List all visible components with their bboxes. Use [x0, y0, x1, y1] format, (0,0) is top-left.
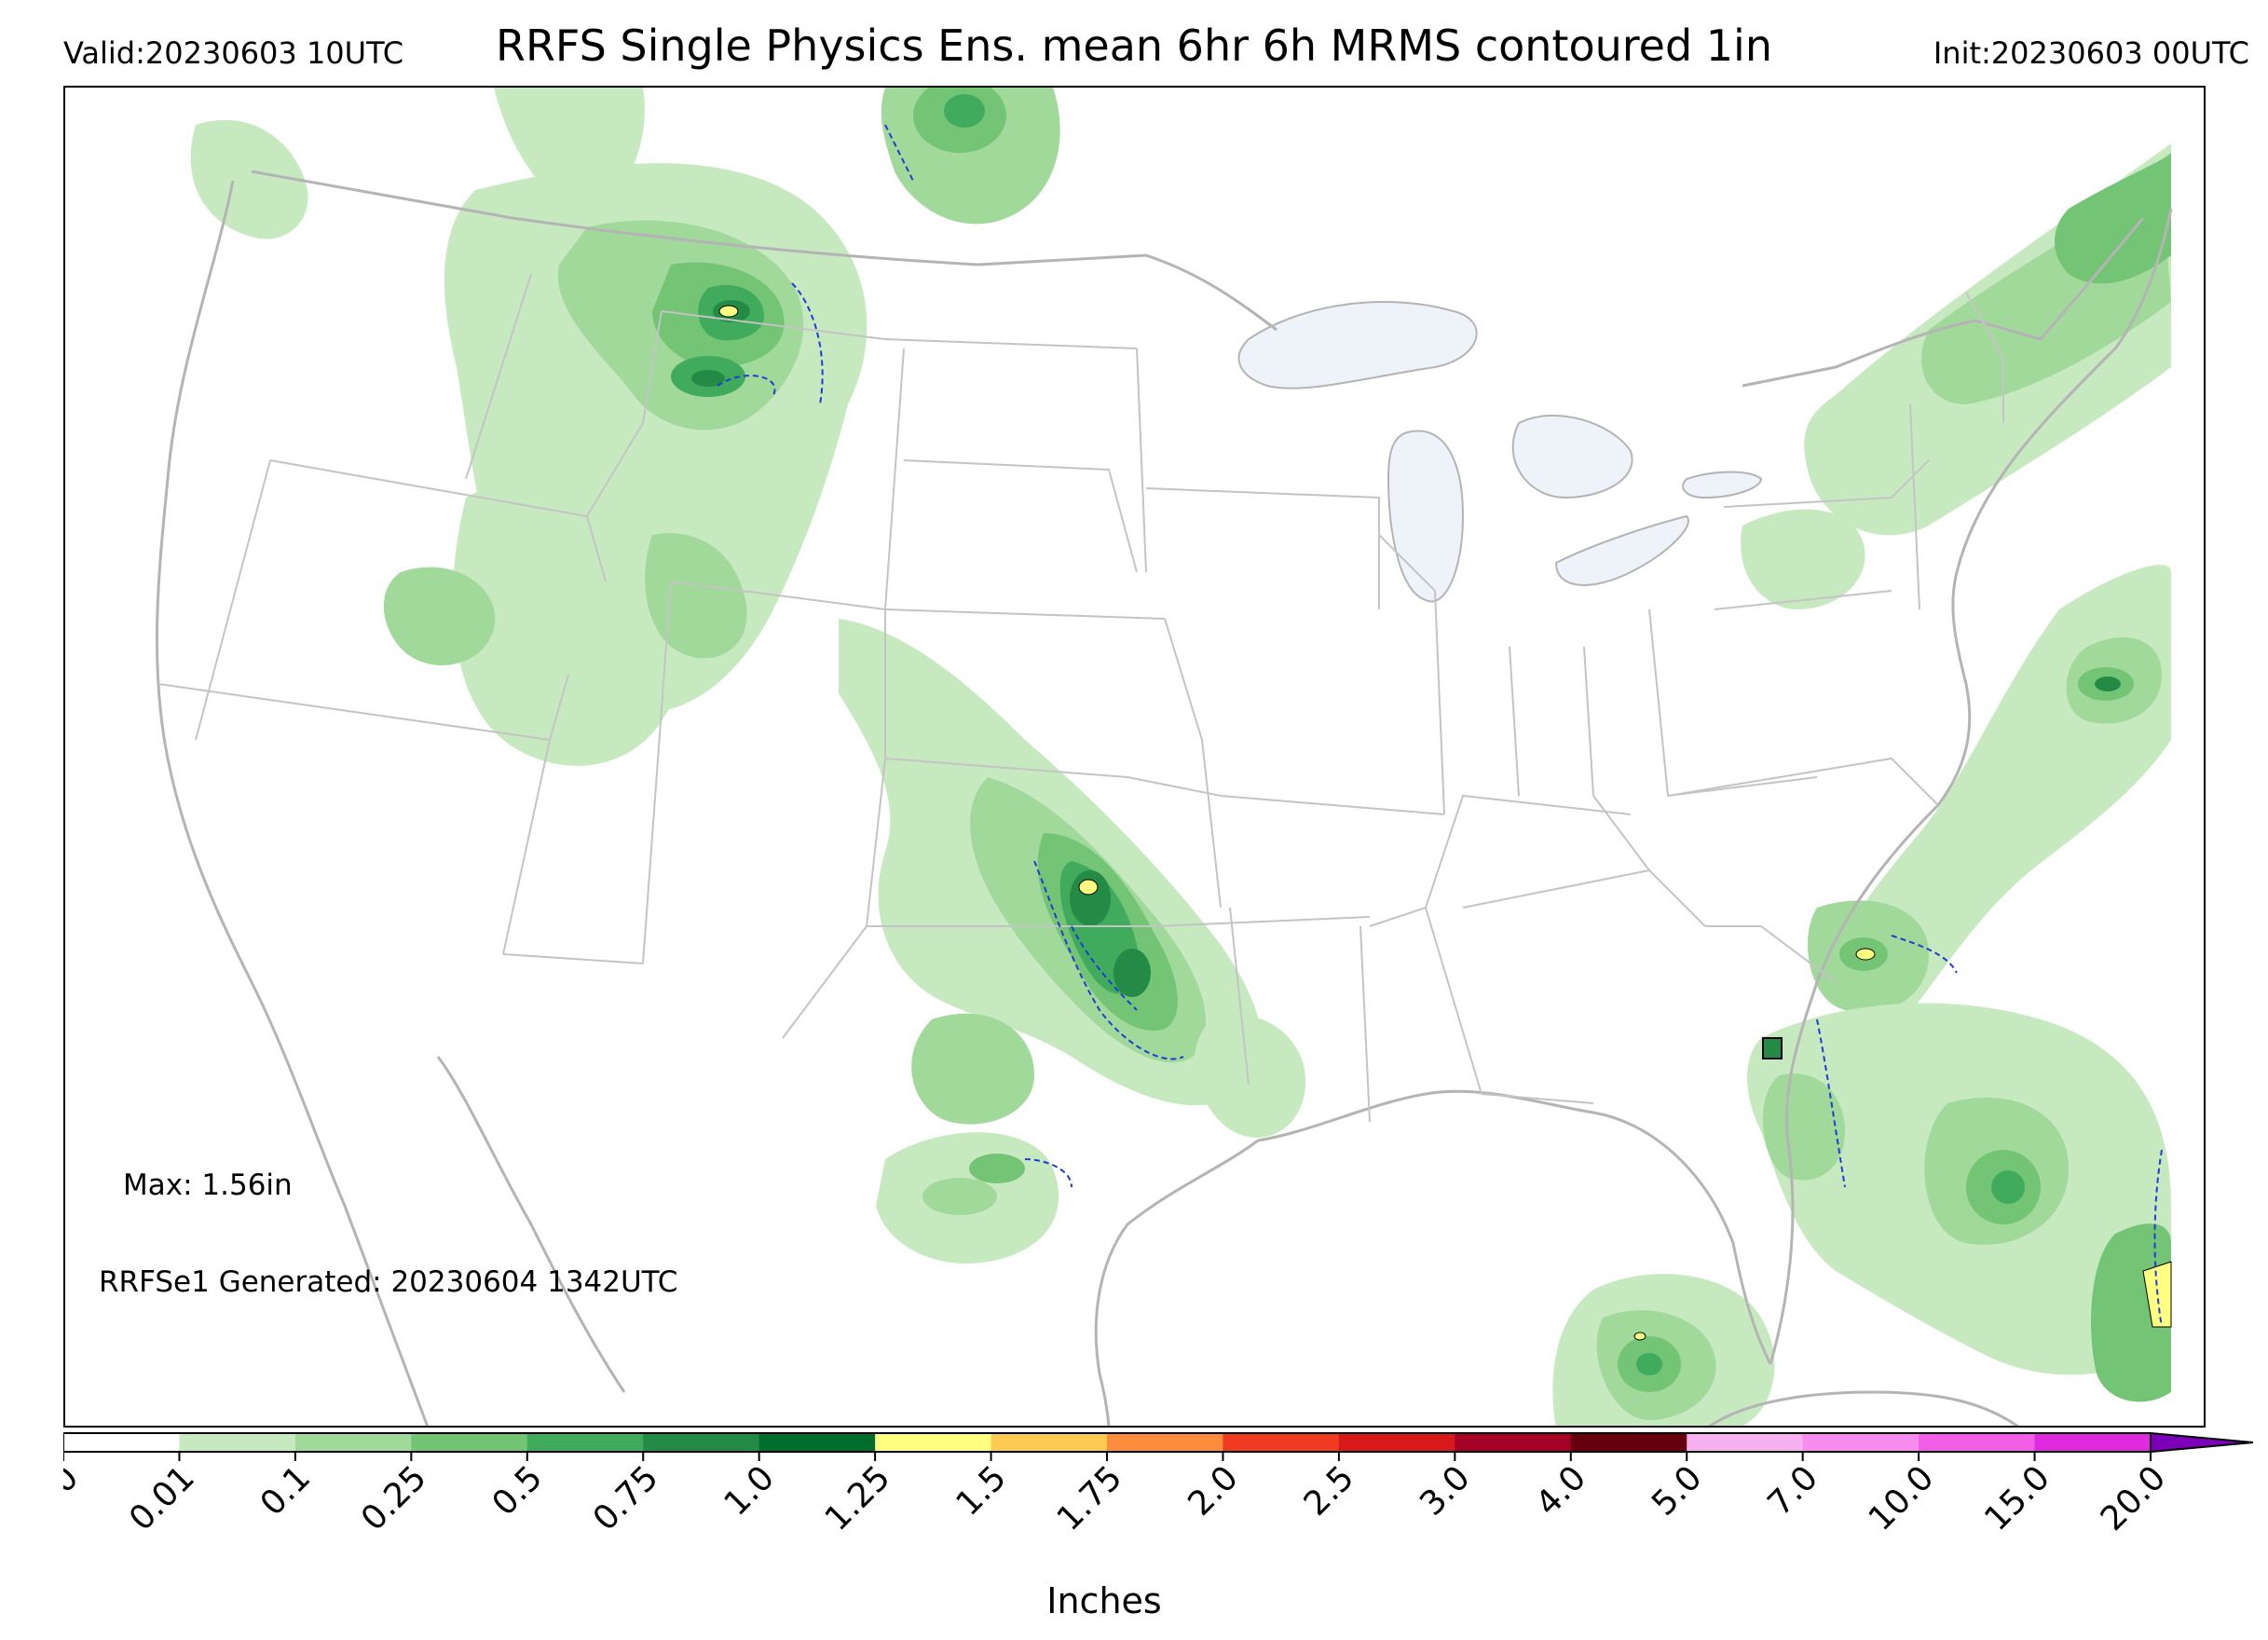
colorbar-tick-label: 1.0 — [717, 1458, 782, 1523]
precip-atlantic — [1808, 565, 2171, 1025]
colorbar-tick-label: 3.0 — [1413, 1458, 1477, 1523]
precip-fields — [190, 88, 2172, 1426]
colorbar-swatch — [1919, 1433, 2036, 1452]
colorbar-tick-label: 1.75 — [1050, 1458, 1130, 1538]
us-canada-border — [251, 170, 1147, 266]
colorbar-swatch — [63, 1433, 180, 1452]
colorbar-swatch — [1223, 1433, 1340, 1452]
lake-michigan — [1387, 430, 1465, 603]
lake-ontario — [1682, 471, 1763, 499]
colorbar-tick-label: 0.5 — [485, 1458, 550, 1523]
precip-southern-plains — [839, 619, 1306, 1138]
colorbar: 0.0 0.01 0.1 0.25 0.5 0.75 1.0 1.25 1.5 1.75 2.0 2.… — [63, 1431, 2254, 1538]
colorbar-tick-label: 2.0 — [1181, 1458, 1245, 1523]
colorbar-swatches — [63, 1431, 2254, 1454]
lake-huron — [1511, 415, 1633, 499]
colorbar-swatch — [1107, 1433, 1223, 1452]
colorbar-tick-label: 0.75 — [586, 1458, 666, 1538]
colorbar-tick-label: 0.25 — [354, 1458, 434, 1538]
map-canvas — [155, 88, 2173, 1426]
colorbar-tick-label: 10.0 — [1862, 1458, 1942, 1538]
colorbar-swatch — [1455, 1433, 1572, 1452]
colorbar-tick-label: 1.25 — [818, 1458, 898, 1538]
precip-northeast — [1741, 144, 2171, 609]
coastlines — [155, 170, 2173, 1426]
colorbar-swatch — [991, 1433, 1108, 1452]
chart-title: RRFS Single Physics Ens. mean 6hr 6h MRM… — [496, 20, 1772, 71]
colorbar-tick-label: 0.01 — [122, 1458, 202, 1538]
precipitation-map[interactable]: Max: 1.56in RRFSe1 Generated: 20230604 1… — [63, 86, 2206, 1428]
init-time-label: Init:20230603 00UTC — [1933, 35, 2249, 71]
valid-time-label: Valid:20230603 10UTC — [63, 35, 404, 71]
precip-southeast — [1552, 1003, 2172, 1426]
colorbar-swatch — [1802, 1433, 1920, 1452]
state-borders — [157, 273, 2004, 1123]
colorbar-swatch — [875, 1433, 992, 1452]
lake-superior — [1237, 301, 1478, 390]
generated-label: RRFSe1 Generated: 20230604 1342UTC — [99, 1265, 678, 1299]
colorbar-swatch — [1570, 1433, 1687, 1452]
colorbar-tick-label: 4.0 — [1529, 1458, 1593, 1523]
colorbar-tick-label: 15.0 — [1977, 1458, 2057, 1538]
colorbar-tick-label: 2.5 — [1297, 1458, 1361, 1523]
colorbar-tick-label: 5.0 — [1645, 1458, 1709, 1523]
colorbar-ticks: 0.0 0.01 0.1 0.25 0.5 0.75 1.0 1.25 1.5 1.75 2.0 2.… — [63, 1452, 2173, 1538]
colorbar-swatch — [294, 1433, 412, 1452]
colorbar-swatch — [1687, 1433, 1804, 1452]
precip-wyoming — [383, 475, 747, 766]
colorbar-swatch — [1338, 1433, 1455, 1452]
colorbar-swatch — [643, 1433, 760, 1452]
colorbar-tick-label: 7.0 — [1761, 1458, 1825, 1523]
colorbar-tick-label: 1.5 — [949, 1458, 1013, 1523]
colorbar-tick-label: 20.0 — [2094, 1458, 2174, 1538]
colorbar-swatch — [179, 1433, 296, 1452]
precip-south-texas — [876, 1132, 1059, 1264]
great-lakes — [1237, 301, 1763, 603]
colorbar-swatch — [2034, 1433, 2152, 1452]
colorbar-extension-arrow — [2150, 1431, 2254, 1454]
colorbar-tick-label: 0.0 — [63, 1458, 86, 1523]
colorbar-swatch — [411, 1433, 528, 1452]
colorbar-tick-label: 0.1 — [253, 1458, 318, 1523]
colorbar-axis-label: Inches — [1046, 1580, 1162, 1621]
mrms-contours — [717, 124, 2163, 1328]
max-value-label: Max: 1.56in — [123, 1168, 293, 1202]
colorbar-swatch — [758, 1433, 876, 1452]
colorbar-swatch — [526, 1433, 644, 1452]
lake-erie — [1554, 514, 1689, 586]
